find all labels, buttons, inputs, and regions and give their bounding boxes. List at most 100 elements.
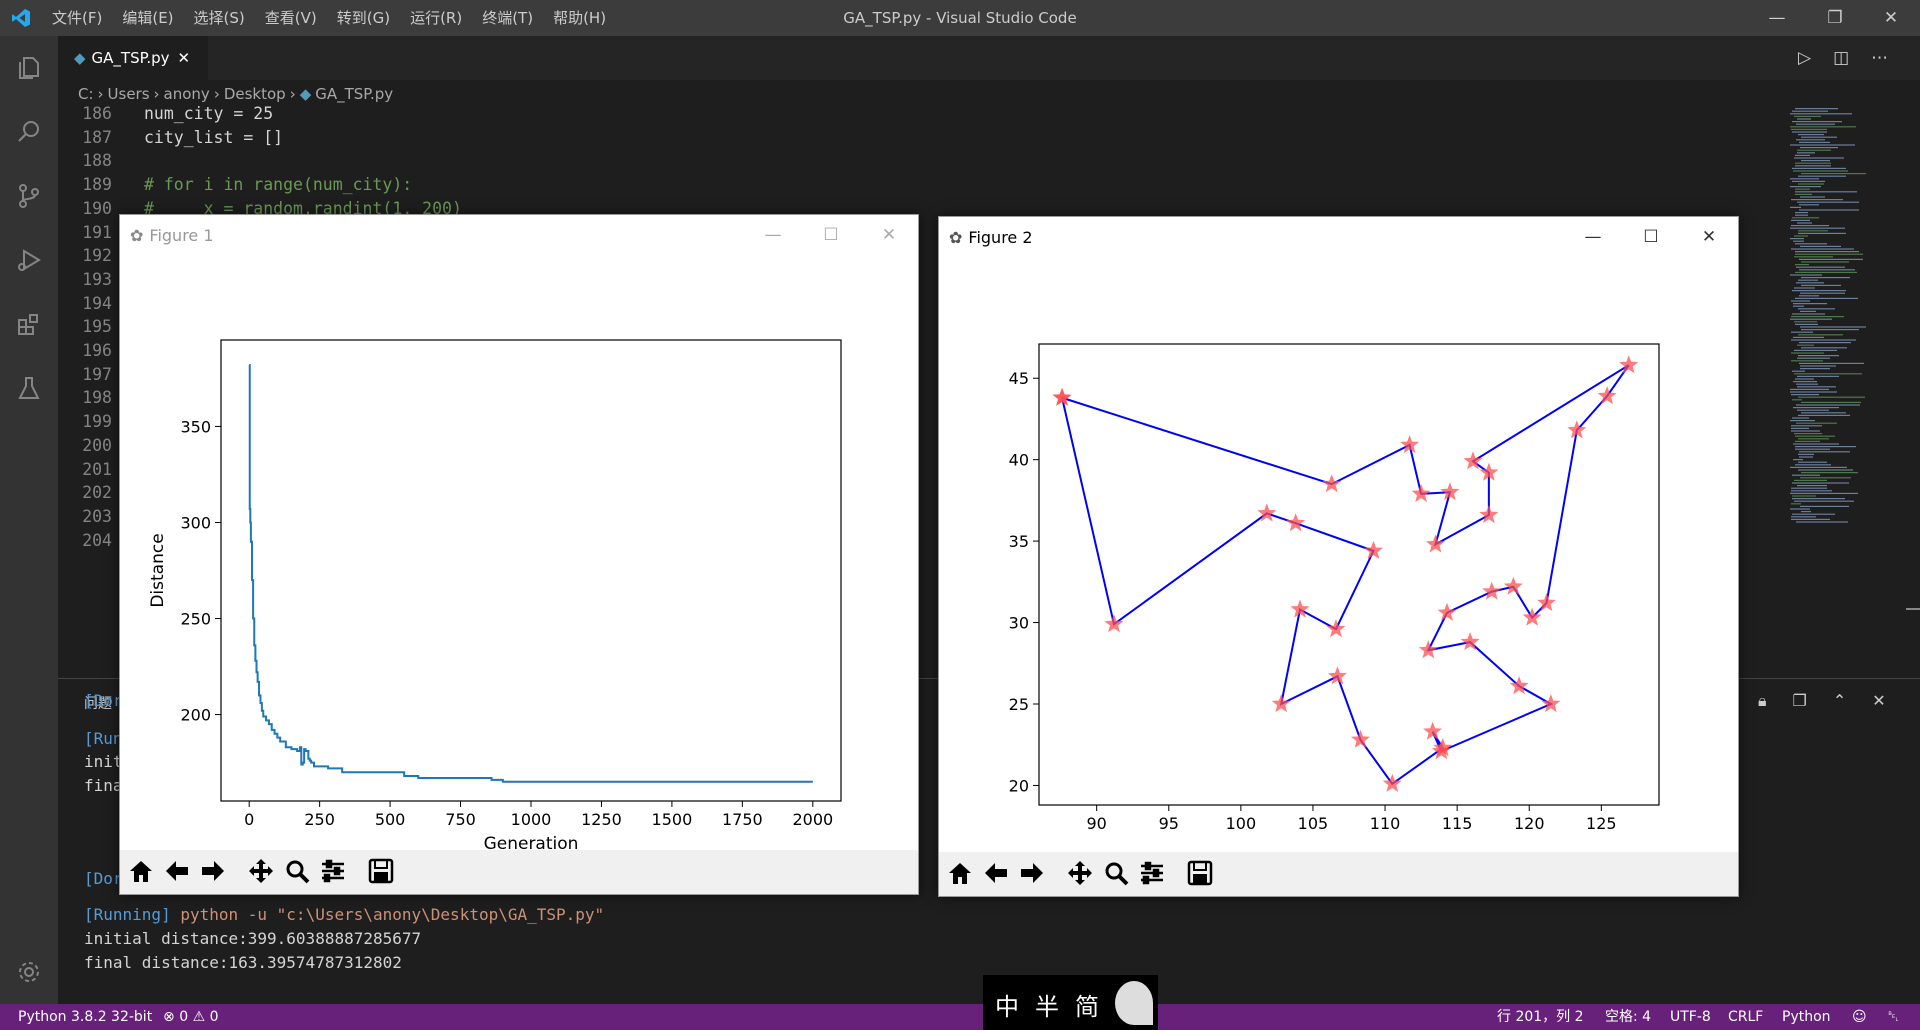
home-icon[interactable]: [124, 854, 158, 888]
restore-icon[interactable]: ❐: [1827, 8, 1843, 28]
x-tick-label: 105: [1298, 814, 1329, 833]
minimap-line: [1790, 178, 1819, 180]
tab-ga-tsp[interactable]: ◆ GA_TSP.py ✕: [58, 36, 208, 80]
line-number: 189: [82, 175, 112, 195]
route-chart: 90 95 100 105 110 115 120 125 20 25 30 35 40 45: [1009, 343, 1660, 833]
menu-file[interactable]: 文件(F): [52, 9, 103, 27]
y-tick-label: 350: [180, 417, 211, 436]
testing-icon[interactable]: [0, 356, 58, 420]
home-icon[interactable]: [943, 856, 977, 890]
save-icon[interactable]: [1183, 856, 1217, 890]
menu-run[interactable]: 运行(R): [410, 9, 463, 27]
ime-half-width[interactable]: 半: [1035, 993, 1059, 1021]
copy-icon[interactable]: ❐: [1792, 691, 1807, 710]
run-file-icon[interactable]: ▷: [1798, 48, 1812, 68]
back-arrow-icon[interactable]: [160, 854, 194, 888]
figure-2-minimize-icon[interactable]: —: [1584, 227, 1602, 247]
minimap-line: [1797, 357, 1830, 359]
breadcrumb-file[interactable]: GA_TSP.py: [315, 85, 394, 103]
minimap-line: [1793, 336, 1824, 338]
ime-indicator[interactable]: 中 半 简: [983, 975, 1158, 1030]
configure-subplots-icon[interactable]: [1135, 856, 1169, 890]
feedback-icon[interactable]: ☺: [1852, 1009, 1867, 1025]
notification-bell-icon[interactable]: ␇: [1888, 1009, 1900, 1025]
minimap-line: [1790, 388, 1829, 390]
minimap-line: [1798, 453, 1814, 455]
minimap-line: [1794, 256, 1833, 258]
tab-close-icon[interactable]: ✕: [177, 49, 191, 67]
zoom-icon[interactable]: [1099, 856, 1133, 890]
terminal-output-line: final distance:163.39574787312802: [84, 953, 402, 972]
code-line[interactable]: num_city = 25: [144, 104, 274, 123]
figure-2-titlebar[interactable]: ✿ Figure 2: [939, 217, 1738, 257]
city-star-marker: [1437, 602, 1457, 621]
status-cursor-position[interactable]: 行 201，列 2: [1497, 1009, 1584, 1025]
ime-simplified[interactable]: 简: [1075, 993, 1099, 1021]
panel-tab-problems[interactable]: 问题: [84, 696, 112, 712]
status-indentation[interactable]: 空格: 4: [1605, 1009, 1652, 1025]
menu-view[interactable]: 查看(V): [264, 9, 317, 27]
source-control-icon[interactable]: [0, 164, 58, 228]
more-actions-icon[interactable]: ⋯: [1871, 48, 1889, 68]
status-problems[interactable]: ⊗ 0 ⚠ 0: [163, 1004, 219, 1030]
run-debug-icon[interactable]: [0, 228, 58, 292]
minimap-line: [1790, 126, 1856, 128]
close-panel-icon[interactable]: ✕: [1872, 691, 1886, 710]
editor-tabs: ◆ GA_TSP.py ✕ ▷ ◫ ⋯: [58, 36, 1920, 80]
status-eol[interactable]: CRLF: [1728, 1009, 1764, 1025]
search-icon[interactable]: [0, 100, 58, 164]
figure-2-maximize-icon[interactable]: ☐: [1643, 227, 1659, 247]
forward-arrow-icon[interactable]: [1015, 856, 1049, 890]
back-arrow-icon[interactable]: [979, 856, 1013, 890]
lock-icon[interactable]: 🔒︎: [1758, 691, 1767, 710]
chevron-up-icon[interactable]: ⌃: [1832, 691, 1847, 710]
menu-selection[interactable]: 选择(S): [193, 9, 245, 27]
figure-1-minimize-icon[interactable]: —: [764, 225, 782, 245]
breadcrumb-anony[interactable]: anony: [163, 85, 210, 103]
city-star-marker: [1286, 513, 1306, 532]
zoom-icon[interactable]: [280, 854, 314, 888]
code-line[interactable]: # for i in range(num_city):: [144, 175, 413, 195]
menu-edit[interactable]: 编辑(E): [122, 9, 174, 27]
save-icon[interactable]: [364, 854, 398, 888]
menu-help[interactable]: 帮助(H): [553, 9, 607, 27]
pan-icon[interactable]: [244, 854, 278, 888]
minimize-icon[interactable]: —: [1768, 8, 1786, 28]
city-star-marker: [1619, 355, 1639, 374]
pan-icon[interactable]: [1063, 856, 1097, 890]
extensions-icon[interactable]: [0, 292, 58, 356]
split-editor-icon[interactable]: ◫: [1833, 48, 1850, 68]
forward-arrow-icon[interactable]: [196, 854, 230, 888]
configure-subplots-icon[interactable]: [316, 854, 350, 888]
breadcrumb-drive[interactable]: C:: [78, 85, 94, 103]
minimap[interactable]: [1786, 108, 1906, 528]
minimap-line: [1790, 318, 1832, 320]
line-number: 188: [82, 151, 112, 171]
minimap-line: [1796, 383, 1818, 385]
status-language[interactable]: Python: [1782, 1009, 1831, 1025]
menu-go[interactable]: 转到(G): [336, 9, 391, 27]
breadcrumb-users[interactable]: Users: [107, 85, 150, 103]
minimap-line: [1796, 521, 1848, 523]
error-icon: ⊗: [163, 1009, 175, 1025]
minimap-line: [1794, 373, 1862, 375]
explorer-icon[interactable]: [0, 36, 58, 100]
minimap-line: [1797, 409, 1829, 411]
menu-terminal[interactable]: 终端(T): [482, 9, 534, 27]
minimap-line: [1794, 433, 1822, 435]
figure-1-maximize-icon[interactable]: ☐: [823, 225, 839, 245]
settings-gear-icon[interactable]: [0, 940, 58, 1004]
y-tick-label: 200: [180, 706, 211, 725]
minimap-line: [1793, 381, 1817, 383]
figure-1-titlebar[interactable]: ✿ Figure 1: [120, 215, 918, 255]
minimap-line: [1801, 261, 1849, 263]
figure-2-close-icon[interactable]: ✕: [1701, 227, 1717, 247]
status-encoding[interactable]: UTF-8: [1670, 1009, 1711, 1025]
close-icon[interactable]: ✕: [1883, 8, 1899, 28]
breadcrumb-desktop[interactable]: Desktop: [223, 85, 286, 103]
ime-chinese-mode[interactable]: 中: [995, 993, 1019, 1021]
code-line[interactable]: # x = random.randint(1, 200): [144, 198, 462, 218]
status-python-interpreter[interactable]: Python 3.8.2 32-bit: [18, 1009, 153, 1025]
figure-1-close-icon[interactable]: ✕: [881, 225, 897, 245]
code-line[interactable]: city_list = []: [144, 127, 284, 147]
